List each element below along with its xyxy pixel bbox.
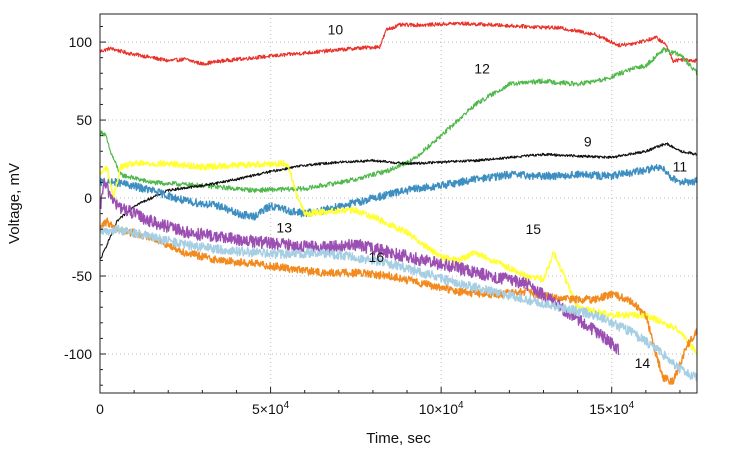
- x-tick-exponent: 4: [284, 400, 290, 411]
- annotations: 10 12 9 11 13 15 16 14: [276, 21, 687, 371]
- series-label-15: 15: [525, 221, 541, 237]
- x-tick-label: 15×104: [589, 400, 634, 417]
- y-tick-label: -100: [64, 346, 92, 362]
- x-axis-label: Time, sec: [366, 430, 431, 447]
- y-axis-label: Voltage, mV: [6, 163, 23, 244]
- x-tick-mantissa: 10×10: [419, 401, 459, 417]
- y-tick-label: -50: [72, 268, 92, 284]
- y-tick-label: 0: [84, 190, 92, 206]
- series-label-14: 14: [635, 355, 651, 371]
- plot-frame: [99, 13, 698, 394]
- series-label-9: 9: [584, 134, 592, 150]
- x-tick-mantissa: 5×10: [252, 401, 284, 417]
- series-label-12: 12: [474, 60, 490, 76]
- series-line-15: [99, 177, 620, 356]
- x-tick-label: 10×104: [419, 400, 464, 417]
- series-line-11: [99, 163, 698, 221]
- x-tick-mantissa: 15×10: [589, 401, 629, 417]
- series-group: [99, 21, 698, 386]
- series-label-11: 11: [673, 159, 688, 175]
- x-tick-label: 0: [96, 401, 104, 417]
- y-tick-label: 50: [76, 112, 92, 128]
- x-tick-exponent: 4: [458, 400, 464, 411]
- series-line-14: [99, 217, 698, 386]
- x-tick-exponent: 4: [629, 400, 635, 411]
- x-tick-label: 5×104: [252, 400, 290, 417]
- series-label-10: 10: [328, 21, 344, 37]
- series-label-16: 16: [369, 249, 385, 265]
- y-tick-label: 100: [69, 34, 93, 50]
- series-line-9: [99, 142, 698, 260]
- series-label-13: 13: [276, 219, 292, 235]
- series-line-10: [99, 21, 698, 66]
- series-line-16: [99, 224, 698, 381]
